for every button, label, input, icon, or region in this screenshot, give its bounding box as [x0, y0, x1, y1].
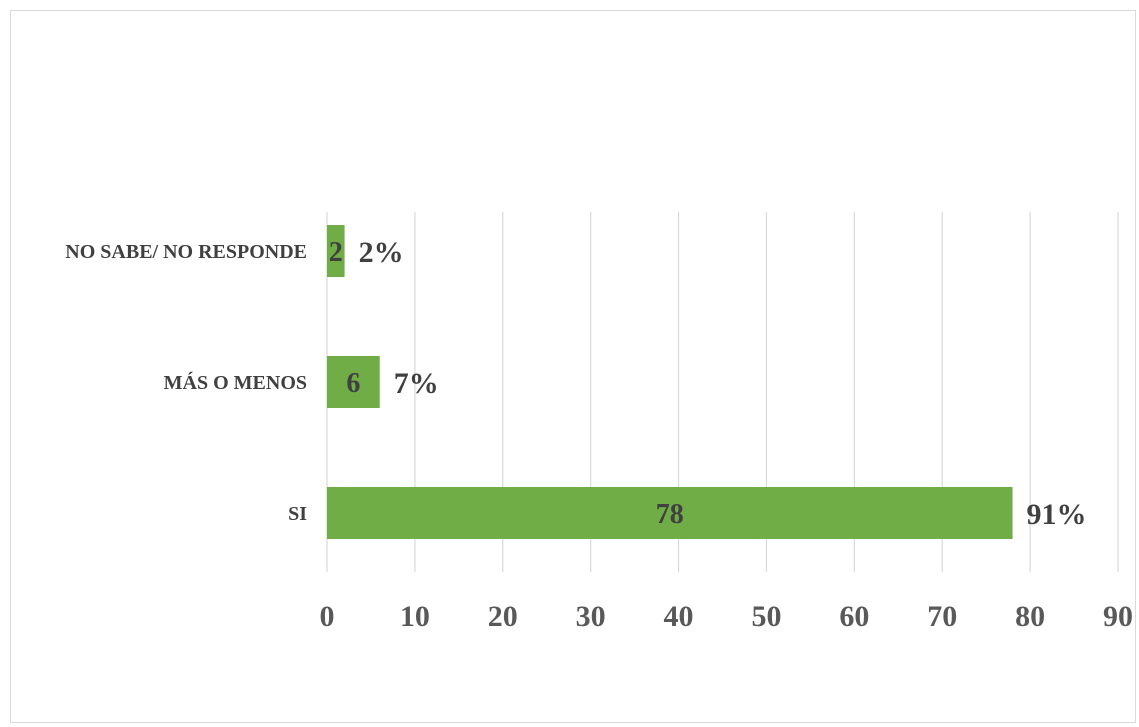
bar-0 [327, 225, 345, 277]
x-tick-label-0: 0 [320, 600, 335, 633]
bars [327, 225, 1013, 539]
x-tick-label-10: 10 [400, 600, 430, 633]
category-label-2: SI [288, 503, 307, 525]
x-tick-label-30: 30 [576, 600, 606, 633]
x-tick-label-60: 60 [839, 600, 869, 633]
percent-label-2: 91% [1027, 498, 1087, 531]
x-tick-label-90: 90 [1103, 600, 1133, 633]
x-tick-label-40: 40 [664, 600, 694, 633]
chart-frame [10, 10, 1136, 723]
bar-1 [327, 356, 380, 408]
bar-2 [327, 487, 1013, 539]
x-tick-label-70: 70 [927, 600, 957, 633]
x-tick-label-80: 80 [1015, 600, 1045, 633]
value-label-0: 2 [329, 237, 343, 268]
x-tick-label-50: 50 [751, 600, 781, 633]
x-tick-label-20: 20 [488, 600, 518, 633]
value-label-1: 6 [346, 368, 360, 399]
category-label-0: NO SABE/ NO RESPONDE [65, 241, 307, 263]
percent-label-0: 2% [359, 236, 404, 269]
category-label-1: MÁS O MENOS [164, 371, 307, 394]
labels: 0 10 20 30 40 50 60 70 80 90 NO SABE/ NO RESPONDE 2… [65, 236, 1133, 633]
value-label-2: 78 [656, 499, 684, 530]
percent-label-1: 7% [394, 367, 439, 400]
